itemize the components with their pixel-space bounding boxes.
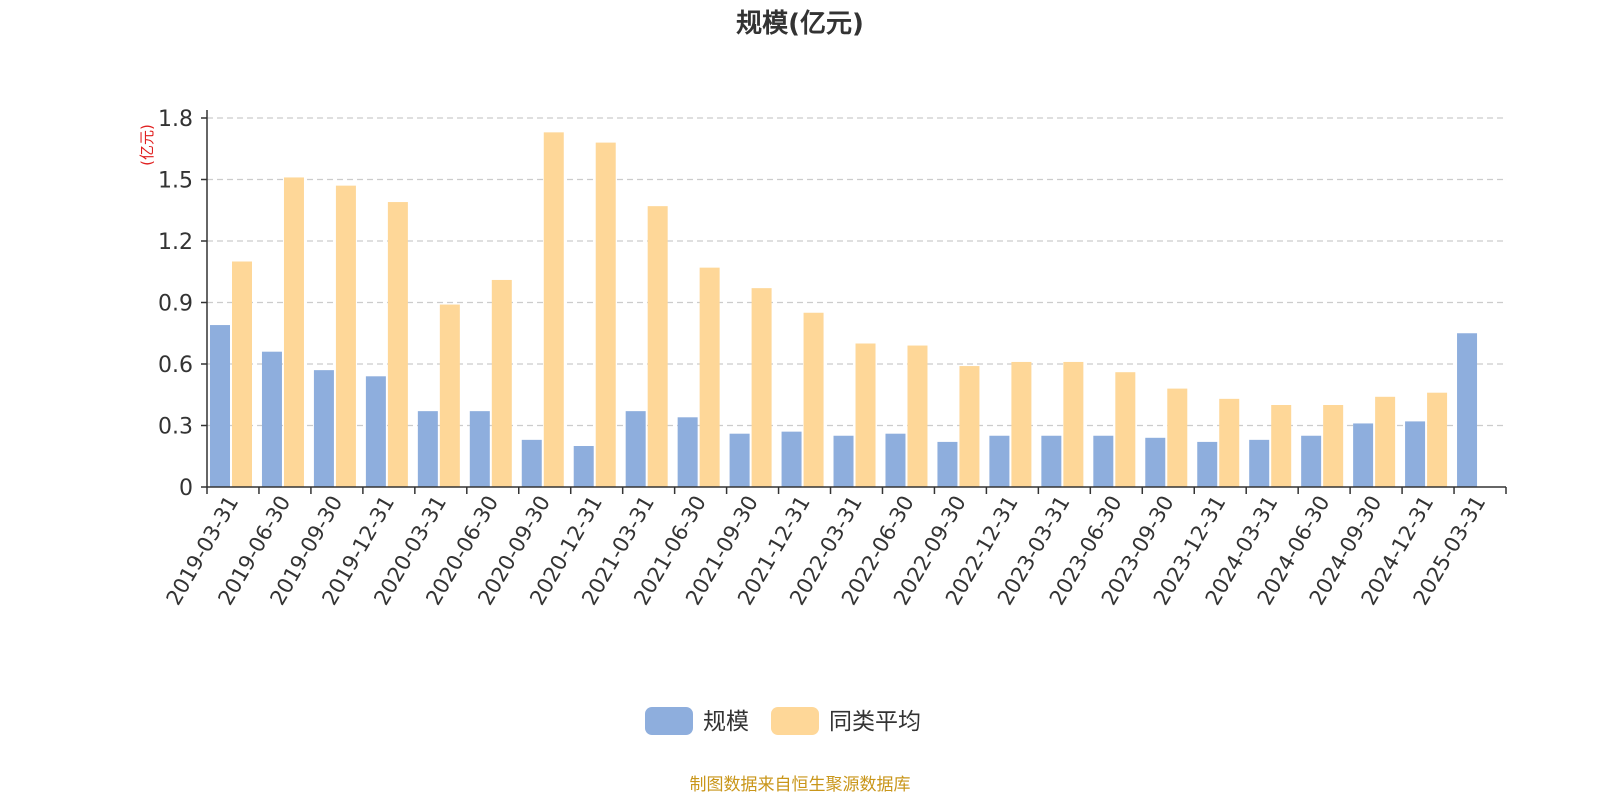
- bar-peer-average: [1219, 398, 1240, 487]
- bar-scale: [1093, 435, 1114, 487]
- bar-peer-average: [283, 177, 304, 487]
- bar-peer-average: [543, 132, 564, 487]
- legend-swatch: [771, 707, 819, 735]
- bar-peer-average: [1063, 361, 1084, 487]
- bar-scale: [1197, 441, 1218, 487]
- y-tick-label: 1.8: [158, 107, 193, 132]
- bar-peer-average: [491, 279, 512, 487]
- y-tick-label: 0.6: [158, 353, 193, 378]
- bar-peer-average: [1375, 396, 1396, 487]
- bar-peer-average: [803, 312, 824, 487]
- bar-scale: [417, 411, 438, 487]
- bar-peer-average: [959, 366, 980, 487]
- bar-scale: [1041, 435, 1062, 487]
- bar-scale: [261, 351, 282, 487]
- bar-peer-average: [387, 202, 408, 488]
- y-tick-label: 0: [179, 476, 193, 501]
- bar-peer-average: [232, 261, 252, 487]
- y-tick-label: 1.5: [158, 169, 193, 194]
- source-note: 制图数据来自恒生聚源数据库: [690, 775, 911, 795]
- bar-peer-average: [647, 206, 668, 487]
- bar-scale: [1457, 333, 1478, 487]
- bar-scale: [781, 431, 802, 487]
- bar-peer-average: [855, 343, 876, 487]
- bar-peer-average: [1427, 392, 1448, 487]
- bar-peer-average: [1271, 405, 1292, 487]
- bar-scale: [1353, 423, 1374, 487]
- legend-label: 同类平均: [829, 709, 921, 735]
- y-tick-label: 0.9: [158, 292, 193, 317]
- bar-peer-average: [751, 288, 772, 487]
- legend[interactable]: 规模 同类平均: [645, 707, 921, 735]
- legend-label: 规模: [703, 709, 749, 735]
- bar-scale: [677, 417, 698, 487]
- chart-title: 规模(亿元): [736, 9, 864, 39]
- bar-peer-average: [1323, 405, 1344, 487]
- bar-scale: [210, 325, 230, 487]
- bar-scale: [989, 435, 1010, 487]
- bar-scale: [1145, 437, 1166, 487]
- y-tick-label: 1.2: [158, 230, 193, 255]
- bar-peer-average: [907, 345, 928, 487]
- legend-item-peer-average[interactable]: 同类平均: [771, 707, 921, 735]
- bar-scale: [937, 441, 958, 487]
- bar-scale: [729, 433, 750, 487]
- bar-peer-average: [1011, 361, 1032, 487]
- legend-item-scale[interactable]: 规模: [645, 707, 749, 735]
- bar-scale: [885, 433, 906, 487]
- bar-scale: [521, 439, 542, 487]
- bar-scale: [313, 370, 334, 487]
- bar-scale: [1301, 435, 1322, 487]
- bar-scale: [573, 446, 594, 487]
- x-axis-ticks: 2019-03-312019-06-302019-09-302019-12-31…: [162, 487, 1507, 609]
- bar-scale: [1249, 439, 1270, 487]
- bar-peer-average: [595, 142, 616, 487]
- bar-peer-average: [335, 185, 356, 487]
- y-tick-label: 0.3: [158, 415, 193, 440]
- bar-peer-average: [1167, 388, 1188, 487]
- y-axis-ticks: 0 0.3 0.6 0.9 1.2 1.5 1.8: [158, 107, 207, 501]
- bars: [210, 132, 1478, 488]
- axes: [206, 110, 1506, 488]
- bar-scale: [365, 376, 386, 487]
- bar-scale: [1405, 421, 1426, 487]
- bar-scale: [469, 411, 490, 487]
- bar-peer-average: [439, 304, 460, 487]
- bar-peer-average: [1115, 372, 1136, 487]
- y-axis-unit-label: (亿元): [138, 124, 156, 166]
- bar-scale: [833, 435, 854, 487]
- bar-peer-average: [699, 267, 720, 487]
- bar-scale: [625, 411, 646, 487]
- legend-swatch: [645, 707, 693, 735]
